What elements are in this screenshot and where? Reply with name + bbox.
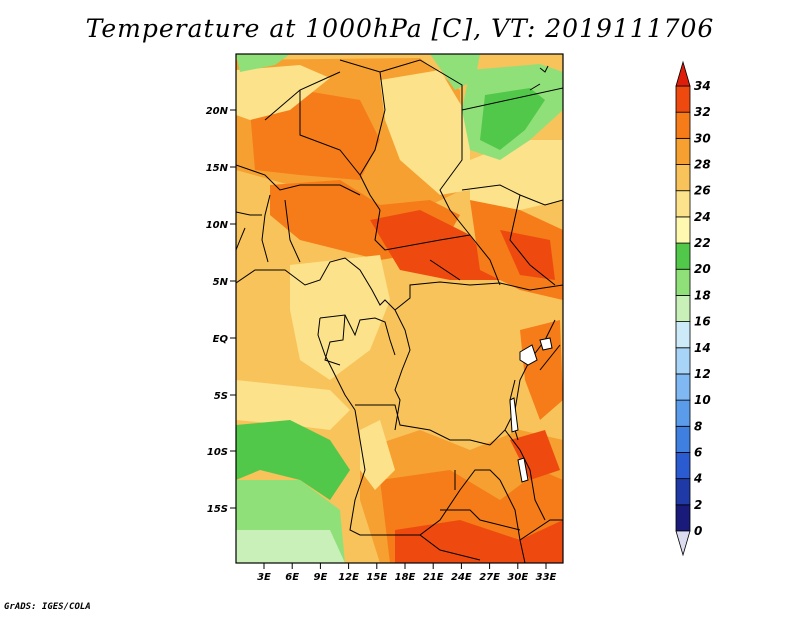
- map-title: Temperature at 1000hPa [C], VT: 20191117…: [85, 14, 715, 43]
- colorbar-label: 28: [694, 158, 711, 172]
- colorbar-label: 30: [694, 131, 711, 145]
- colorbar-bin: [675, 321, 691, 349]
- colorbar-label: 18: [694, 288, 711, 302]
- latitude-axis: 20N 15N 10N 5N EQ 5S 10S 15S: [206, 106, 236, 515]
- colorbar-bin: [675, 295, 691, 322]
- temperature-field: [236, 54, 563, 563]
- colorbar-bin: [675, 190, 691, 218]
- colorbar-bin: [675, 268, 691, 296]
- lon-tick-label: 3E: [257, 572, 271, 583]
- lat-tick-label: 20N: [206, 106, 229, 117]
- colorbar-label: 6: [694, 445, 702, 459]
- footer-credit: GrADS: IGES/COLA: [4, 602, 91, 612]
- colorbar-label: 10: [694, 393, 711, 407]
- colorbar-bin: [675, 85, 691, 113]
- country-borders: [236, 59, 563, 563]
- lon-tick-label: 12E: [338, 572, 359, 583]
- lon-tick-label: 9E: [314, 572, 328, 583]
- lat-tick-label: 5N: [213, 277, 229, 288]
- colorbar-bin: [675, 216, 691, 244]
- colorbar-bin: [675, 399, 691, 427]
- colorbar-bin: [675, 242, 691, 270]
- lat-tick-label: 10N: [206, 220, 229, 231]
- colorbar-label: 2: [694, 498, 702, 512]
- lon-tick-label: 27E: [479, 572, 500, 583]
- colorbar-bin: [675, 425, 691, 453]
- lat-tick-label: 5S: [214, 391, 228, 402]
- colorbar-label: 26: [694, 184, 711, 198]
- colorbar-bin: [675, 137, 691, 165]
- colorbar-min-arrow: [675, 530, 691, 557]
- lon-tick-label: 15E: [366, 572, 387, 583]
- colorbar-label: 24: [694, 210, 711, 224]
- colorbar-label: 12: [694, 367, 711, 381]
- lon-tick-label: 24E: [451, 572, 472, 583]
- longitude-axis: 3E 6E 9E 12E 15E 18E 21E 24E 27E 30E 33E: [257, 563, 557, 583]
- colorbar-label: 8: [694, 419, 702, 433]
- colorbar-label: 32: [694, 105, 711, 119]
- colorbar-max-arrow: [675, 60, 691, 87]
- colorbar-bin: [675, 452, 691, 480]
- lon-tick-label: 33E: [536, 572, 557, 583]
- colorbar-label: 4: [693, 472, 702, 486]
- map-frame: [235, 53, 564, 564]
- colorbar-bin: [675, 373, 691, 401]
- lat-tick-label: 15N: [206, 163, 229, 174]
- colorbar-label: 34: [694, 79, 711, 93]
- colorbar-bin: [675, 504, 691, 532]
- lon-tick-label: 30E: [507, 572, 528, 583]
- lat-tick-label: 15S: [207, 504, 228, 515]
- colorbar-label: 16: [694, 315, 711, 329]
- colorbar-bin: [675, 111, 691, 139]
- colorbar-bin: [675, 347, 691, 375]
- colorbar-label: 20: [694, 262, 711, 276]
- lon-tick-label: 6E: [285, 572, 299, 583]
- colorbar-label: 0: [694, 524, 702, 538]
- colorbar-label: 14: [694, 341, 711, 355]
- lat-tick-label: EQ: [213, 334, 229, 345]
- lon-tick-label: 18E: [395, 572, 416, 583]
- lakes: [509, 337, 553, 483]
- colorbar-label: 22: [694, 236, 711, 250]
- colorbar-bin: [675, 164, 691, 192]
- colorbar-bin: [675, 478, 691, 506]
- lon-tick-label: 21E: [423, 572, 444, 583]
- lat-tick-label: 10S: [207, 447, 228, 458]
